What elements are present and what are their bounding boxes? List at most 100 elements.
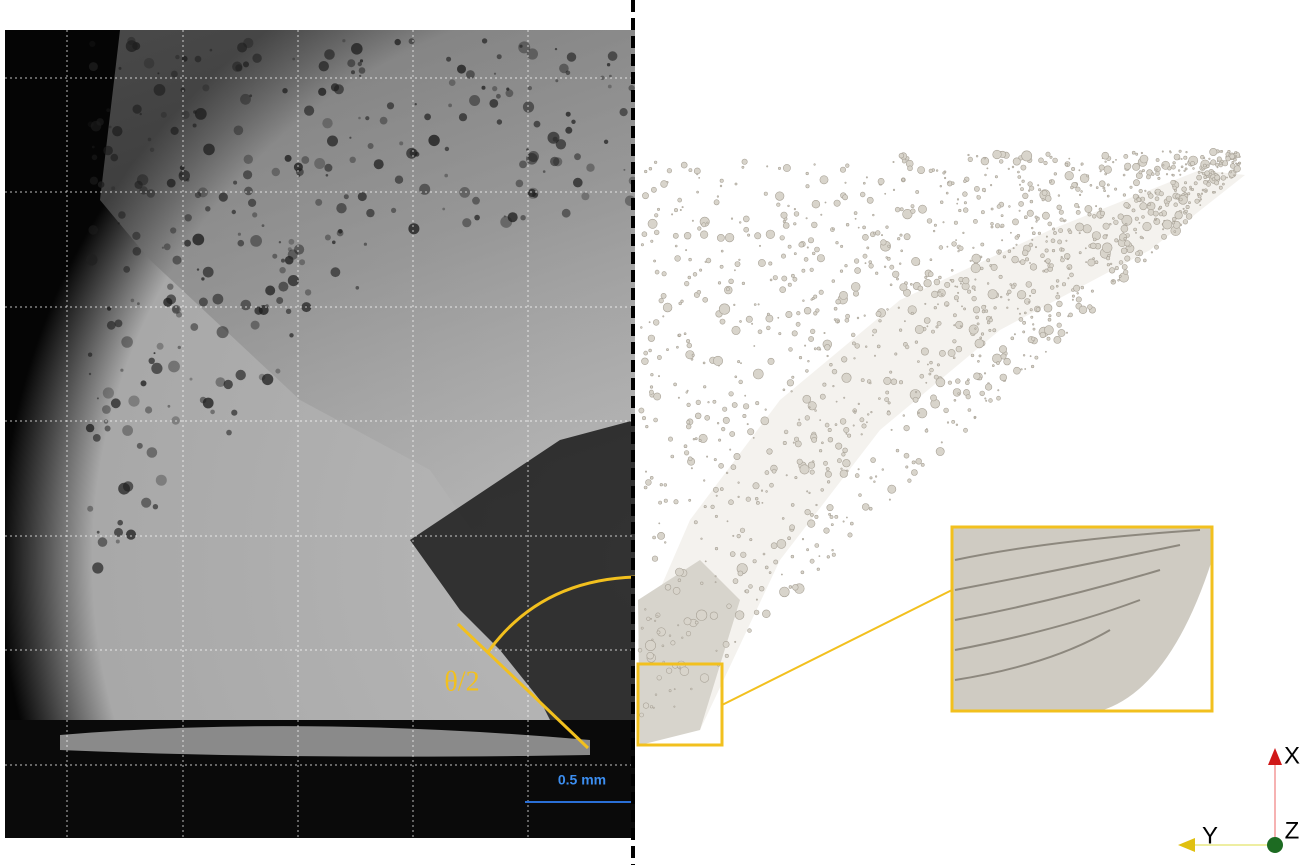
droplet	[698, 227, 702, 231]
droplet	[1210, 148, 1217, 155]
droplet	[931, 291, 938, 298]
droplet	[1151, 173, 1154, 176]
droplet	[840, 470, 848, 478]
droplet	[678, 198, 682, 202]
droplet	[359, 75, 361, 77]
droplet	[294, 244, 304, 254]
droplet	[903, 415, 905, 417]
droplet	[92, 562, 103, 573]
droplet	[1234, 152, 1236, 154]
droplet	[733, 579, 738, 584]
droplet	[718, 282, 721, 285]
droplet	[1091, 290, 1093, 292]
droplet	[1107, 263, 1110, 266]
droplet	[1087, 305, 1092, 310]
droplet	[1154, 245, 1158, 249]
droplet	[899, 263, 901, 265]
droplet	[1038, 232, 1041, 235]
droplet	[794, 223, 797, 226]
droplet	[1079, 170, 1080, 171]
droplet	[977, 196, 981, 200]
droplet	[1024, 216, 1027, 219]
droplet	[1031, 337, 1035, 341]
droplet	[279, 241, 281, 243]
droplet	[250, 235, 262, 247]
droplet	[1099, 165, 1104, 170]
droplet	[178, 346, 181, 349]
droplet	[782, 517, 784, 519]
droplet	[1081, 286, 1084, 289]
droplet	[911, 312, 913, 314]
droplet	[1014, 334, 1015, 335]
droplet	[285, 256, 294, 265]
droplet	[642, 416, 645, 419]
droplet	[1022, 151, 1032, 161]
droplet	[415, 103, 417, 105]
droplet	[1162, 229, 1163, 230]
droplet	[806, 218, 807, 219]
droplet	[759, 586, 764, 591]
droplet	[112, 126, 122, 136]
droplet	[1016, 244, 1017, 245]
droplet	[960, 283, 961, 284]
droplet	[608, 85, 612, 89]
droplet	[982, 305, 986, 309]
droplet	[828, 437, 833, 442]
droplet	[769, 262, 772, 265]
droplet	[688, 457, 692, 461]
droplet	[860, 192, 865, 197]
droplet	[646, 425, 649, 428]
droplet	[128, 396, 139, 407]
droplet	[992, 365, 994, 367]
droplet	[1125, 223, 1127, 225]
droplet	[933, 230, 935, 232]
droplet	[900, 284, 907, 291]
droplet	[103, 387, 114, 398]
droplet	[713, 356, 722, 365]
droplet	[161, 112, 167, 118]
droplet	[288, 247, 292, 251]
droplet	[666, 349, 668, 351]
droplet	[820, 394, 825, 399]
droplet	[1215, 175, 1220, 180]
droplet	[731, 465, 736, 470]
droplet	[953, 357, 955, 359]
droplet	[1028, 182, 1033, 187]
droplet	[243, 61, 249, 67]
droplet	[1197, 175, 1202, 180]
droplet	[571, 120, 575, 124]
droplet	[716, 495, 717, 496]
droplet	[1103, 235, 1107, 239]
droplet	[791, 391, 793, 393]
droplet	[802, 269, 805, 272]
droplet	[870, 477, 872, 479]
droplet	[844, 397, 845, 398]
droplet	[908, 479, 912, 483]
droplet	[958, 250, 960, 252]
droplet	[1186, 205, 1189, 208]
droplet	[1201, 193, 1203, 195]
droplet	[1159, 192, 1163, 196]
droplet	[900, 208, 903, 211]
droplet	[380, 117, 388, 125]
droplet	[991, 208, 993, 210]
droplet	[1112, 161, 1114, 163]
droplet	[651, 618, 652, 619]
droplet	[937, 289, 945, 297]
droplet	[1032, 324, 1034, 326]
y-axis-head	[1178, 838, 1195, 852]
droplet	[272, 254, 277, 259]
droplet	[691, 468, 692, 469]
droplet	[1155, 192, 1156, 193]
droplet	[342, 39, 345, 42]
droplet	[1125, 241, 1131, 247]
droplet	[1068, 316, 1069, 317]
droplet	[971, 263, 980, 272]
droplet	[1112, 280, 1114, 282]
droplet	[778, 317, 779, 318]
droplet	[917, 361, 919, 363]
droplet	[115, 320, 123, 328]
droplet	[272, 168, 280, 176]
droplet	[202, 84, 209, 91]
droplet	[674, 500, 678, 504]
